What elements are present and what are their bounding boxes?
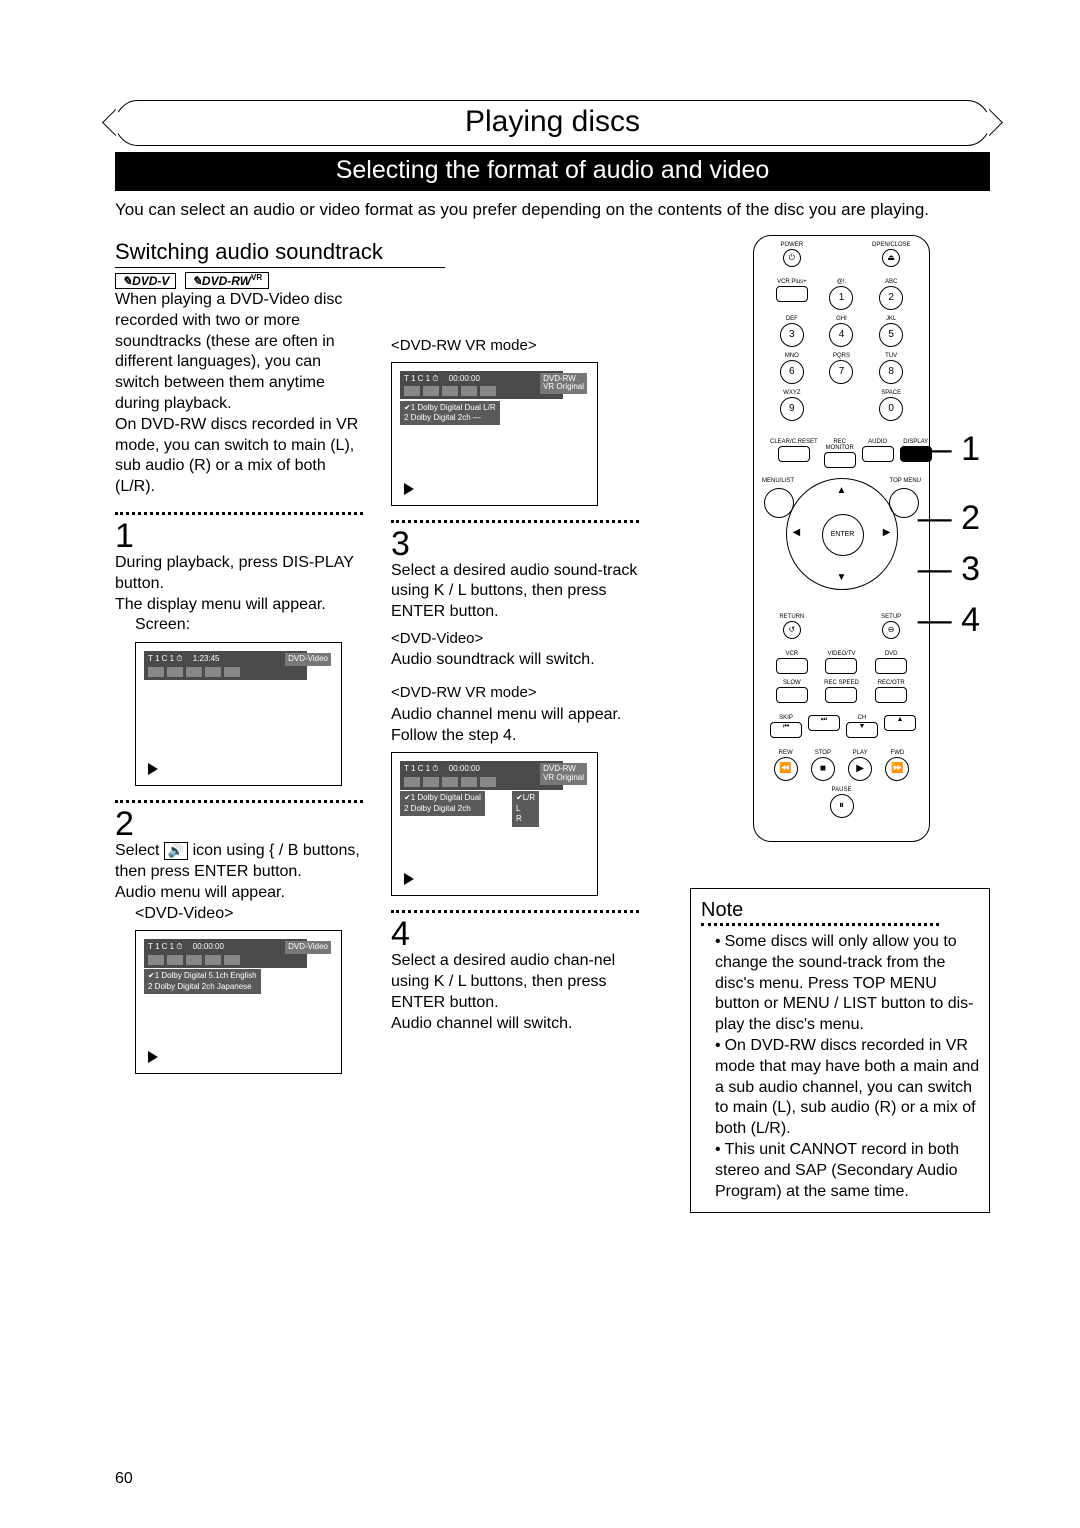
section-title: Switching audio soundtrack bbox=[115, 239, 445, 268]
step1-screen: T 1 C 1 ⏱ 1:23:45 DVD-Video bbox=[135, 642, 342, 786]
col2-top-label: <DVD-RW VR mode> bbox=[391, 336, 639, 356]
sub-banner-text: Selecting the format of audio and video bbox=[336, 156, 770, 184]
step3-sub-b-text: Audio channel menu will appear. Follow t… bbox=[391, 705, 639, 747]
column-left: When playing a DVD-Video disc recorded w… bbox=[115, 290, 363, 1080]
play-icon bbox=[148, 1051, 158, 1063]
lead-text: When playing a DVD-Video disc recorded w… bbox=[115, 290, 363, 498]
note-item: This unit CANNOT record in both stereo a… bbox=[715, 1140, 981, 1202]
note-item: On DVD-RW discs recorded in VR mode that… bbox=[715, 1036, 981, 1140]
step4-text: Select a desired audio chan-nel using K … bbox=[391, 951, 639, 1034]
d-pad[interactable]: ENTER ▲▼ ◀▶ bbox=[786, 478, 898, 590]
step2-text: Select 🔊 icon using { / B buttons, then … bbox=[115, 841, 363, 903]
page-banner: Playing discs bbox=[115, 100, 990, 146]
remote-annotations: — 1 — 2 — 3 — 4 bbox=[918, 338, 980, 646]
disc-badge-dvdv: ✎DVD-V bbox=[115, 273, 176, 289]
step2-sublabel: <DVD-Video> bbox=[115, 904, 363, 925]
audio-icon: 🔊 bbox=[164, 842, 188, 861]
step4-number: 4 bbox=[391, 917, 639, 951]
note-box: Note Some discs will only allow you to c… bbox=[690, 888, 990, 1213]
page-number: 60 bbox=[115, 1470, 133, 1488]
col2-screen-a: T 1 C 1 ⏱ 00:00:00 DVD-RW VR Original ✔1… bbox=[391, 362, 598, 506]
step3-screen: T 1 C 1 ⏱ 00:00:00 DVD-RW VR Original ✔1… bbox=[391, 752, 598, 896]
remote-control: POWER⏻ OPEN/CLOSE⏏ VCR Plus+ @!.1 ABC2 D… bbox=[753, 235, 930, 842]
enter-button[interactable]: ENTER bbox=[822, 514, 864, 556]
step1-text: During playback, press DIS-PLAY button. … bbox=[115, 553, 363, 615]
intro-text: You can select an audio or video format … bbox=[115, 199, 990, 221]
banner-title: Playing discs bbox=[465, 105, 640, 138]
play-icon bbox=[404, 873, 414, 885]
step1-screen-label: Screen: bbox=[115, 615, 363, 636]
step2-screen: T 1 C 1 ⏱ 00:00:00 DVD-Video ✔1 Dolby Di… bbox=[135, 930, 342, 1074]
column-middle: <DVD-RW VR mode> T 1 C 1 ⏱ 00:00:00 DVD-… bbox=[391, 290, 639, 1080]
disc-badge-dvdrw: ✎DVD-RWVR bbox=[185, 272, 269, 289]
step3-sub-a: <DVD-Video> bbox=[391, 629, 639, 649]
step3-sub-b: <DVD-RW VR mode> bbox=[391, 683, 639, 703]
play-icon bbox=[404, 483, 414, 495]
note-title: Note bbox=[701, 897, 981, 923]
step3-sub-a-text: Audio soundtrack will switch. bbox=[391, 650, 639, 671]
step3-text: Select a desired audio sound-track using… bbox=[391, 561, 639, 623]
note-item: Some discs will only allow you to change… bbox=[715, 932, 981, 1036]
play-icon bbox=[148, 763, 158, 775]
step1-number: 1 bbox=[115, 519, 363, 553]
sub-banner: Selecting the format of audio and video bbox=[115, 152, 990, 191]
step3-number: 3 bbox=[391, 527, 639, 561]
step2-number: 2 bbox=[115, 807, 363, 841]
